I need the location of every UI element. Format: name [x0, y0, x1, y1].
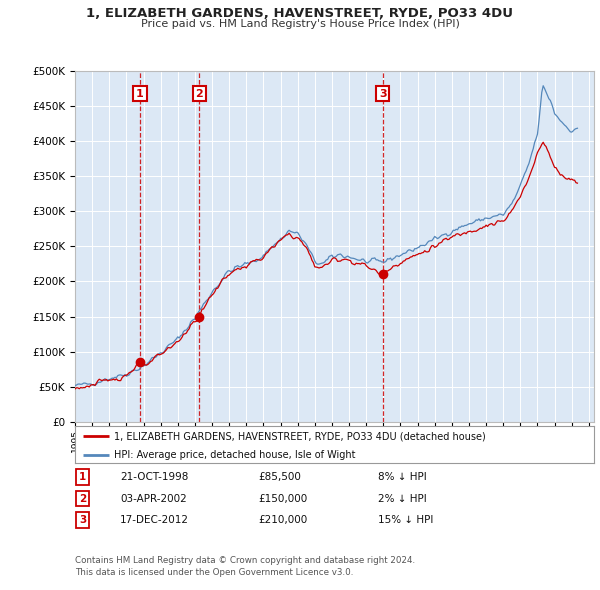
Text: 2: 2: [79, 494, 86, 503]
Text: £150,000: £150,000: [258, 494, 307, 503]
Text: 1, ELIZABETH GARDENS, HAVENSTREET, RYDE, PO33 4DU (detached house): 1, ELIZABETH GARDENS, HAVENSTREET, RYDE,…: [114, 431, 485, 441]
Text: 15% ↓ HPI: 15% ↓ HPI: [378, 516, 433, 525]
Text: 03-APR-2002: 03-APR-2002: [120, 494, 187, 503]
Text: 2% ↓ HPI: 2% ↓ HPI: [378, 494, 427, 503]
Text: 17-DEC-2012: 17-DEC-2012: [120, 516, 189, 525]
Text: 1: 1: [79, 472, 86, 481]
Text: This data is licensed under the Open Government Licence v3.0.: This data is licensed under the Open Gov…: [75, 568, 353, 577]
Text: 1: 1: [136, 88, 144, 99]
Text: Contains HM Land Registry data © Crown copyright and database right 2024.: Contains HM Land Registry data © Crown c…: [75, 556, 415, 565]
Text: 2: 2: [196, 88, 203, 99]
Text: 3: 3: [79, 516, 86, 525]
Text: 8% ↓ HPI: 8% ↓ HPI: [378, 472, 427, 481]
Text: 21-OCT-1998: 21-OCT-1998: [120, 472, 188, 481]
Text: 1, ELIZABETH GARDENS, HAVENSTREET, RYDE, PO33 4DU: 1, ELIZABETH GARDENS, HAVENSTREET, RYDE,…: [86, 7, 514, 20]
Text: 3: 3: [379, 88, 386, 99]
Text: £210,000: £210,000: [258, 516, 307, 525]
Text: HPI: Average price, detached house, Isle of Wight: HPI: Average price, detached house, Isle…: [114, 450, 355, 460]
Text: £85,500: £85,500: [258, 472, 301, 481]
Text: Price paid vs. HM Land Registry's House Price Index (HPI): Price paid vs. HM Land Registry's House …: [140, 19, 460, 29]
